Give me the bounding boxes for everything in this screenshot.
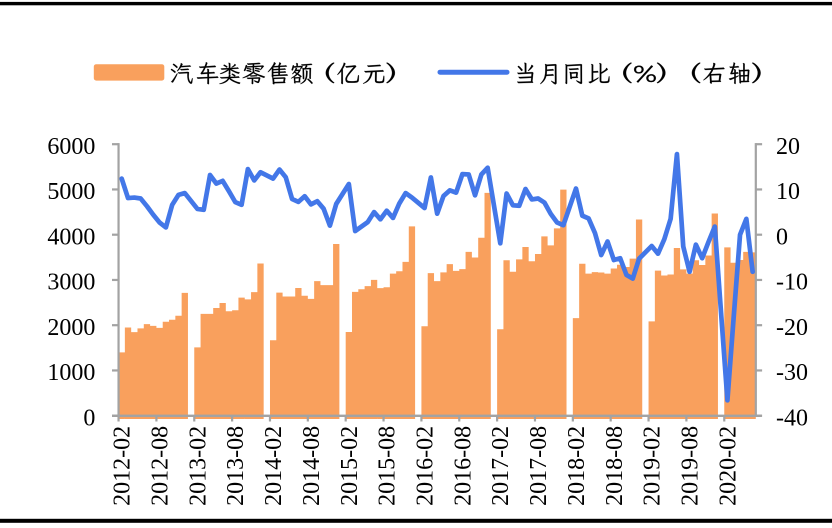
svg-text:2000: 2000 [47, 315, 95, 341]
svg-text:2012-08: 2012-08 [147, 426, 173, 506]
svg-text:2018-08: 2018-08 [602, 426, 628, 506]
svg-text:2018-02: 2018-02 [564, 426, 590, 506]
svg-text:2015-08: 2015-08 [375, 426, 401, 506]
svg-text:2015-02: 2015-02 [337, 426, 363, 506]
svg-text:3000: 3000 [47, 270, 95, 296]
svg-text:2019-02: 2019-02 [640, 426, 666, 506]
svg-text:2013-08: 2013-08 [223, 426, 249, 506]
svg-text:6000: 6000 [47, 134, 95, 160]
svg-text:4000: 4000 [47, 224, 95, 250]
svg-text:2012-02: 2012-02 [110, 426, 136, 506]
svg-text:20: 20 [776, 134, 800, 160]
svg-text:0: 0 [776, 224, 788, 250]
svg-text:-10: -10 [776, 270, 808, 296]
svg-text:-30: -30 [776, 360, 808, 386]
svg-text:2016-08: 2016-08 [450, 426, 476, 506]
svg-text:2017-02: 2017-02 [488, 426, 514, 506]
svg-text:2016-02: 2016-02 [412, 426, 438, 506]
svg-text:2019-08: 2019-08 [677, 426, 703, 506]
svg-text:-40: -40 [776, 405, 808, 431]
svg-text:2014-08: 2014-08 [299, 426, 325, 506]
svg-text:2014-02: 2014-02 [261, 426, 287, 506]
svg-text:5000: 5000 [47, 179, 95, 205]
svg-text:2020-02: 2020-02 [715, 426, 741, 506]
svg-text:10: 10 [776, 179, 800, 205]
svg-text:2017-08: 2017-08 [526, 426, 552, 506]
svg-text:1000: 1000 [47, 360, 95, 386]
svg-text:-20: -20 [776, 315, 808, 341]
svg-text:2013-02: 2013-02 [185, 426, 211, 506]
svg-text:0: 0 [83, 405, 95, 431]
